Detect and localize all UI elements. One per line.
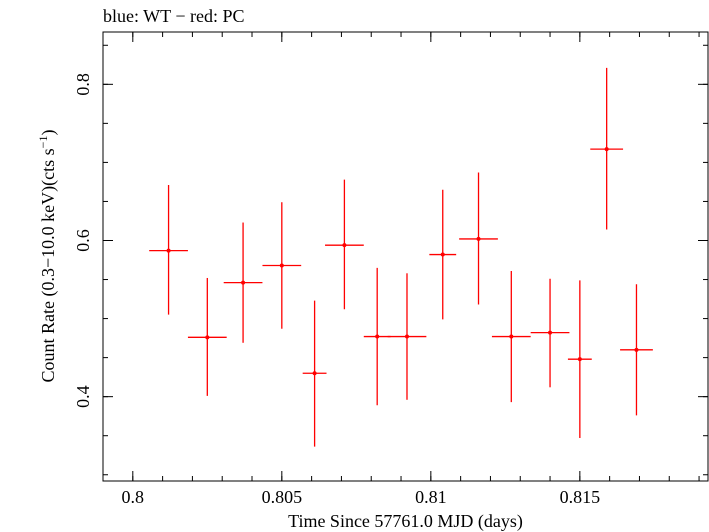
- chart-title: blue: WT − red: PC: [103, 6, 244, 26]
- x-tick-label: 0.81: [415, 487, 447, 507]
- data-marker: [404, 334, 409, 339]
- data-marker: [205, 335, 210, 340]
- data-marker: [241, 280, 246, 285]
- y-axis-label-sup: −1: [36, 136, 50, 149]
- data-marker: [476, 236, 481, 241]
- data-point: [429, 189, 457, 320]
- data-point: [620, 284, 653, 416]
- data-point: [149, 185, 188, 315]
- y-axis-label: Count Rate (0.3−10.0 keV)(cts s−1): [36, 130, 59, 383]
- data-marker: [509, 334, 514, 339]
- x-tick-label: 0.805: [262, 487, 303, 507]
- data-points: [149, 67, 653, 447]
- y-axis-label-main: Count Rate (0.3−10.0 keV)(cts s: [38, 148, 59, 382]
- data-marker: [634, 347, 639, 352]
- data-point: [363, 267, 391, 406]
- y-tick-label: 0.4: [73, 385, 93, 408]
- data-marker: [440, 252, 445, 257]
- data-marker: [342, 243, 347, 248]
- data-point: [325, 179, 364, 310]
- plot-frame: [102, 31, 709, 482]
- data-marker: [604, 147, 609, 152]
- data-point: [459, 172, 498, 305]
- axis-tick-labels: 0.8 0.805 0.81 0.815 0.4 0.6 0.8: [73, 73, 600, 507]
- x-tick-label: 0.815: [560, 487, 601, 507]
- y-axis-label-end: ): [38, 130, 59, 136]
- data-marker: [279, 263, 284, 268]
- data-marker: [577, 357, 582, 362]
- data-marker: [166, 248, 171, 253]
- y-tick-label: 0.6: [73, 229, 93, 252]
- data-marker: [375, 334, 380, 339]
- data-point: [530, 278, 570, 388]
- y-tick-label: 0.8: [73, 73, 93, 96]
- x-tick-label: 0.8: [122, 487, 145, 507]
- data-point: [302, 300, 327, 447]
- axis-ticks: [102, 32, 708, 481]
- data-point: [590, 67, 624, 230]
- data-point: [491, 270, 531, 403]
- data-point: [223, 222, 263, 343]
- data-point: [387, 273, 427, 400]
- data-point: [187, 277, 227, 396]
- x-axis-label: Time Since 57761.0 MJD (days): [288, 511, 523, 532]
- data-marker: [312, 371, 317, 376]
- data-marker: [548, 330, 553, 335]
- data-point: [567, 280, 592, 439]
- data-point: [262, 202, 302, 329]
